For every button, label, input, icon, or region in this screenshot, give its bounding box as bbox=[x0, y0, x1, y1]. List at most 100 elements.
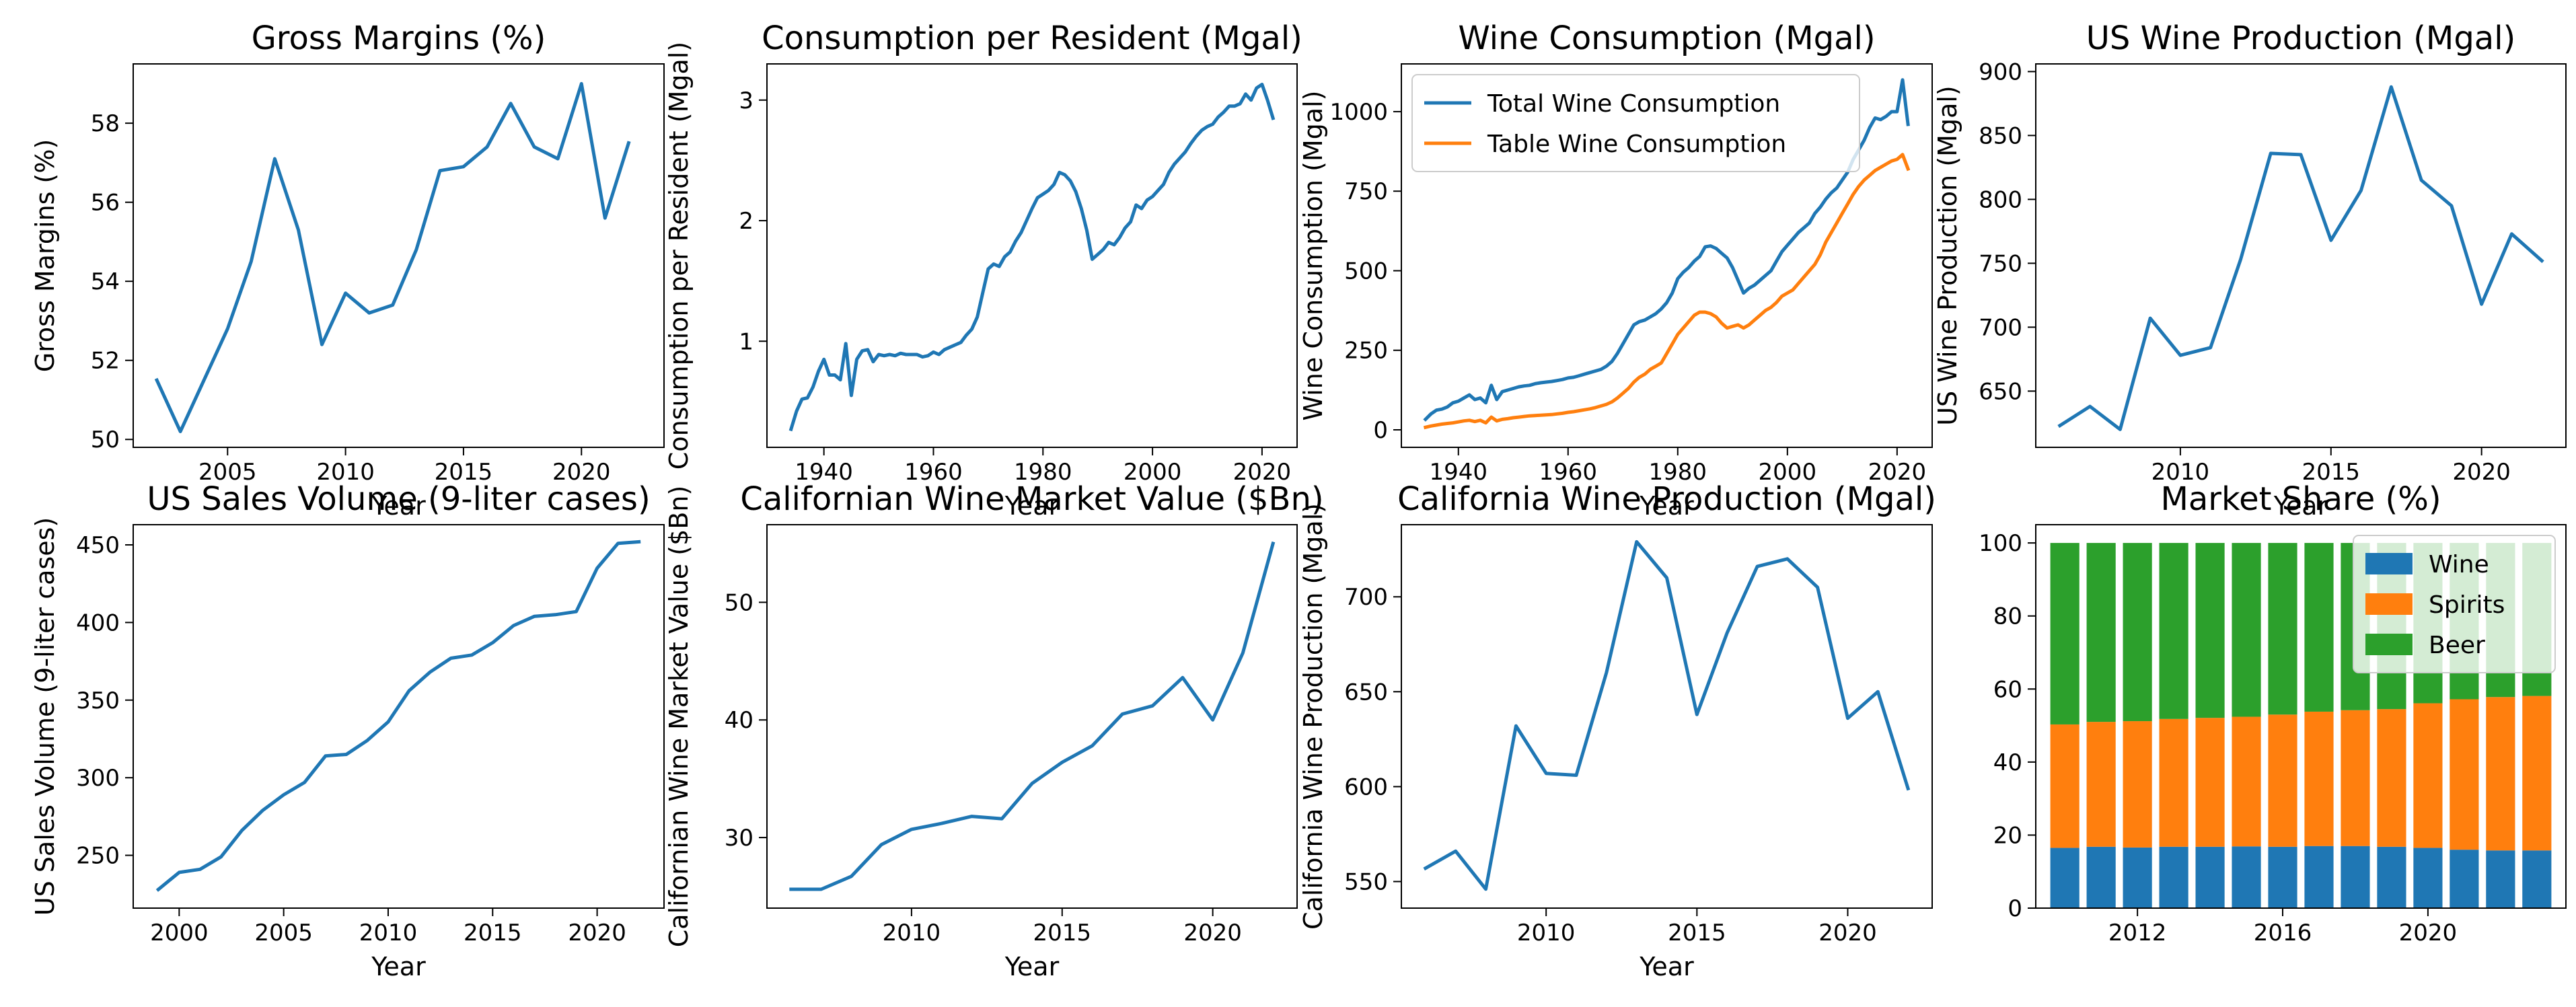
bar-wine-2010 bbox=[2050, 848, 2080, 908]
series-line-2 bbox=[1423, 153, 1911, 430]
bar-spirits-2019 bbox=[2377, 709, 2406, 847]
x-axis-label: Year bbox=[1004, 491, 1060, 521]
legend: Total Wine Consumption Table Wine Consump… bbox=[1411, 74, 1860, 172]
x-tick-label: 1940 bbox=[1430, 459, 1488, 486]
bar-spirits-2022 bbox=[2486, 697, 2515, 851]
y-tick-label: 0 bbox=[1373, 417, 1388, 444]
x-axis-label: Year bbox=[2273, 491, 2328, 521]
bar-spirits-2017 bbox=[2304, 711, 2334, 846]
bar-spirits-2012 bbox=[2123, 721, 2152, 848]
chart-panel-4: 2010 2015 2020 650 700 750 800 850 900 US Wine Pr… bbox=[1933, 20, 2567, 521]
legend-entry: Beer bbox=[2429, 632, 2485, 659]
chart-panel-8: 2012 2016 2020 0 20 40 60 80 100 Market Share (%)… bbox=[1979, 480, 2567, 946]
y-axis-label: US Sales Volume (9-liter cases) bbox=[30, 517, 60, 916]
y-tick-label: 350 bbox=[76, 687, 120, 714]
bar-spirits-2021 bbox=[2450, 699, 2479, 850]
chart-title: Market Share (%) bbox=[2160, 480, 2441, 518]
bar-beer-2015 bbox=[2232, 543, 2261, 717]
y-tick-label: 1 bbox=[739, 328, 753, 355]
bar-wine-2022 bbox=[2486, 850, 2515, 908]
series-line-1 bbox=[154, 81, 631, 433]
y-tick-label: 50 bbox=[91, 426, 120, 453]
x-tick-label: 2015 bbox=[1668, 920, 1726, 946]
bar-beer-2014 bbox=[2195, 543, 2225, 718]
bar-beer-2013 bbox=[2159, 543, 2188, 719]
y-tick-label: 650 bbox=[1979, 378, 2022, 405]
chart-title: US Sales Volume (9-liter cases) bbox=[147, 480, 650, 518]
x-axis-label: Year bbox=[371, 491, 426, 521]
chart-title: Californian Wine Market Value ($Bn) bbox=[740, 480, 1323, 518]
y-axis-label: Consumption per Resident (Mgal) bbox=[664, 42, 694, 470]
bar-spirits-2016 bbox=[2268, 714, 2297, 847]
y-tick-label: 40 bbox=[725, 707, 753, 734]
y-tick-label: 900 bbox=[1979, 59, 2022, 85]
axes-frame bbox=[1401, 63, 1933, 448]
x-tick-label: 2010 bbox=[883, 920, 941, 946]
axes-frame bbox=[2035, 63, 2567, 448]
bar-wine-2011 bbox=[2086, 846, 2116, 908]
x-tick-label: 2020 bbox=[2452, 459, 2511, 486]
x-tick-label: 1940 bbox=[795, 459, 853, 486]
chart-title: California Wine Production (Mgal) bbox=[1397, 480, 1936, 518]
bar-wine-2021 bbox=[2450, 850, 2479, 908]
chart-title: Wine Consumption (Mgal) bbox=[1458, 20, 1875, 57]
chart-panel-1: 2005 2010 2015 2020 50 52 54 56 58 Gross Margins … bbox=[30, 20, 665, 521]
bar-spirits-2020 bbox=[2413, 703, 2443, 848]
x-tick-label: 2010 bbox=[1517, 920, 1576, 946]
y-tick-label: 100 bbox=[1979, 530, 2022, 557]
bar-beer-2016 bbox=[2268, 543, 2297, 715]
series-line-1 bbox=[789, 541, 1276, 891]
x-tick-label: 1980 bbox=[1649, 459, 1707, 486]
y-tick-label: 54 bbox=[91, 268, 120, 295]
bar-spirits-2010 bbox=[2050, 724, 2080, 848]
bar-beer-2011 bbox=[2086, 543, 2116, 722]
y-axis-label: Gross Margins (%) bbox=[30, 139, 60, 373]
x-tick-label: 2020 bbox=[2399, 920, 2458, 946]
x-tick-label: 2000 bbox=[150, 920, 209, 946]
y-tick-label: 20 bbox=[1993, 822, 2022, 849]
bar-wine-2014 bbox=[2195, 846, 2225, 908]
x-tick-label: 2020 bbox=[1818, 920, 1877, 946]
bar-spirits-2014 bbox=[2195, 718, 2225, 847]
x-tick-label: 2020 bbox=[552, 459, 611, 486]
x-tick-label: 1960 bbox=[904, 459, 963, 486]
y-tick-label: 800 bbox=[1979, 186, 2022, 213]
y-tick-label: 700 bbox=[1344, 584, 1388, 611]
chart-panel-7: 2010 2015 2020 550 600 650 700 California Wine … bbox=[1298, 480, 1936, 981]
bar-wine-2020 bbox=[2413, 848, 2443, 908]
bar-beer-2010 bbox=[2050, 543, 2080, 724]
series-line-1 bbox=[1423, 78, 1910, 422]
x-tick-label: 1980 bbox=[1014, 459, 1072, 486]
axes-frame bbox=[133, 63, 665, 448]
chart-panel-5: 2000 2005 2010 2015 2020 250 300 350 400 450 US Sa… bbox=[30, 480, 665, 981]
y-tick-label: 850 bbox=[1979, 122, 2022, 149]
y-tick-label: 450 bbox=[76, 532, 120, 559]
x-tick-label: 2012 bbox=[2108, 920, 2167, 946]
x-axis-label: Year bbox=[1639, 491, 1694, 521]
x-tick-label: 2015 bbox=[435, 459, 493, 486]
x-tick-label: 2015 bbox=[1033, 920, 1092, 946]
series-line-1 bbox=[788, 83, 1276, 432]
x-axis-label: Year bbox=[1004, 952, 1060, 981]
legend-entry: Total Wine Consumption bbox=[1487, 90, 1780, 118]
x-tick-label: 2000 bbox=[1759, 459, 1817, 486]
y-tick-label: 300 bbox=[76, 765, 120, 792]
y-tick-label: 700 bbox=[1979, 314, 2022, 341]
bar-spirits-2013 bbox=[2159, 718, 2188, 847]
legend-swatch bbox=[2365, 634, 2413, 655]
x-tick-label: 2010 bbox=[316, 459, 375, 486]
y-tick-label: 0 bbox=[2008, 895, 2022, 922]
y-tick-label: 550 bbox=[1344, 868, 1388, 895]
legend: Wine Spirits Beer bbox=[2353, 535, 2556, 673]
chart-title: US Wine Production (Mgal) bbox=[2086, 20, 2516, 57]
x-tick-label: 2010 bbox=[359, 920, 418, 946]
bar-wine-2017 bbox=[2304, 846, 2334, 908]
bar-spirits-2018 bbox=[2341, 710, 2370, 846]
x-tick-label: 2020 bbox=[568, 920, 626, 946]
series-line-1 bbox=[2057, 85, 2544, 431]
y-axis-label: US Wine Production (Mgal) bbox=[1933, 85, 1962, 426]
bar-wine-2015 bbox=[2232, 846, 2261, 908]
legend-entry: Wine bbox=[2429, 551, 2489, 579]
bar-wine-2018 bbox=[2341, 846, 2370, 908]
x-tick-label: 2020 bbox=[1868, 459, 1927, 486]
